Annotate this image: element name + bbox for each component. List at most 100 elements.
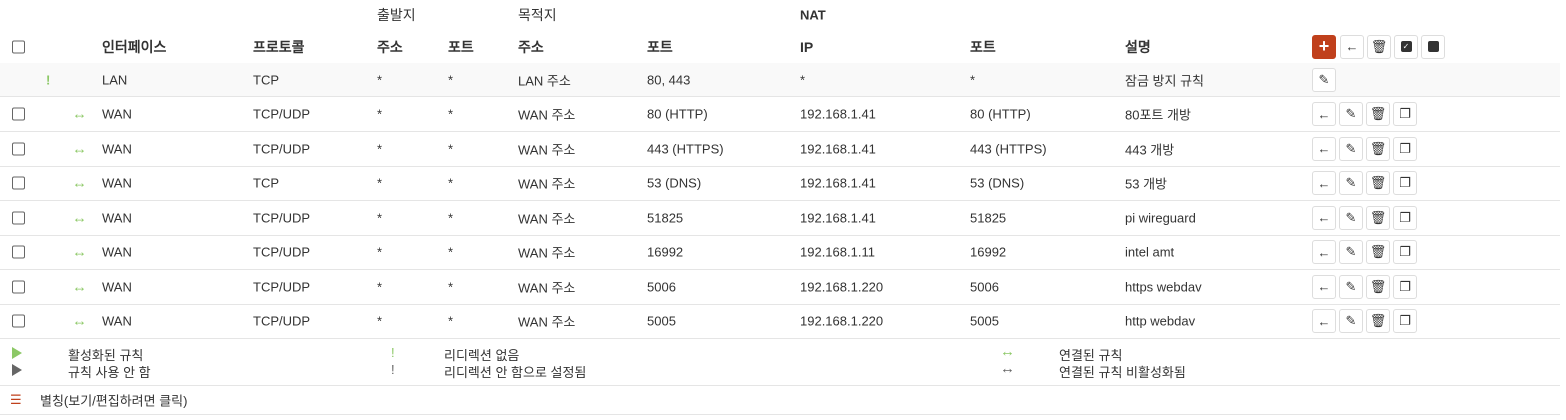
arrow-left-icon: ← [1317, 313, 1331, 329]
pencil-icon: ✎ [1345, 175, 1357, 190]
cell-description: intel amt [1125, 244, 1175, 260]
row-checkbox[interactable] [12, 245, 25, 259]
row-checkbox[interactable] [12, 107, 25, 121]
copy-icon: ❐ [1399, 140, 1411, 156]
linked-rule-icon: ↔ [72, 105, 87, 123]
copy-button[interactable]: ❐ [1393, 136, 1417, 161]
alias-row: ☰ 별칭(보기/편집하려면 클릭) [0, 386, 1560, 415]
delete-button[interactable]: 🗑 [1366, 136, 1390, 161]
cell-dst-addr: WAN 주소 [518, 245, 576, 261]
cell-dst-port: 51825 [647, 210, 684, 225]
edit-button[interactable]: ✎ [1339, 205, 1363, 230]
no-redirect-icon: ! [46, 72, 51, 87]
cell-dst-addr: WAN 주소 [518, 176, 576, 192]
edit-button[interactable]: ✎ [1312, 67, 1336, 92]
add-top-button[interactable]: ← [1340, 34, 1364, 59]
cell-protocol: TCP/UDP [253, 244, 311, 260]
copy-button[interactable]: ❐ [1393, 171, 1417, 195]
select-all-checkbox[interactable] [12, 40, 25, 53]
cell-nat-port: 51825 [970, 210, 1007, 225]
cell-src-port: * [448, 244, 454, 260]
cell-description: 잠금 방지 규칙 [1125, 73, 1204, 88]
linked-rule-icon: ↔ [72, 174, 87, 192]
cell-src-addr: * [377, 210, 383, 225]
alias-link[interactable]: 별칭(보기/편집하려면 클릭) [40, 393, 188, 409]
copy-button[interactable]: ❐ [1393, 205, 1417, 230]
cell-nat-port: 53 (DNS) [970, 175, 1025, 191]
enabled-rule-icon [12, 347, 22, 359]
row-checkbox[interactable] [12, 280, 25, 293]
linked-rule-icon: ↔ [72, 140, 87, 157]
linked-rule-icon: ↔ [72, 209, 87, 226]
row-checkbox[interactable] [12, 211, 25, 224]
legend-linked: 연결된 규칙 [1059, 348, 1123, 363]
pencil-icon: ✎ [1345, 244, 1357, 259]
edit-button[interactable]: ✎ [1339, 136, 1363, 161]
cell-interface: WAN [102, 106, 132, 122]
row-checkbox[interactable] [12, 314, 25, 328]
cell-nat-ip: 192.168.1.41 [800, 141, 876, 156]
move-button[interactable]: ← [1312, 136, 1336, 161]
legend: 활성화된 규칙 규칙 사용 안 함 ! ! 리디렉션 없음 리디렉션 안 함으로… [0, 339, 1560, 386]
delete-button[interactable]: 🗑 [1366, 102, 1390, 126]
move-button[interactable]: ← [1312, 102, 1336, 126]
cell-description: 80포트 개방 [1125, 107, 1191, 123]
edit-button[interactable]: ✎ [1339, 274, 1363, 299]
legend-linked-disabled: 연결된 규칙 비활성화됨 [1059, 365, 1186, 380]
cell-src-addr: * [377, 313, 383, 329]
row-checkbox[interactable] [12, 176, 25, 190]
delete-button[interactable]: 🗑 [1366, 309, 1390, 333]
cell-dst-port: 443 (HTTPS) [647, 141, 724, 156]
delete-button[interactable]: 🗑 [1366, 171, 1390, 195]
cell-nat-port: 16992 [970, 244, 1007, 260]
trash-icon: 🗑 [1369, 244, 1387, 259]
copy-icon: ❐ [1399, 313, 1411, 328]
nat-group-label: NAT [800, 7, 826, 23]
move-button[interactable]: ← [1312, 205, 1336, 230]
row-checkbox[interactable] [12, 142, 25, 155]
trash-icon: 🗑 [1369, 175, 1387, 190]
pencil-icon: ✎ [1345, 209, 1357, 225]
legend-enabled: 활성화된 규칙 [68, 348, 144, 363]
delete-button[interactable]: 🗑 [1366, 274, 1390, 299]
table-row: ↔ WAN TCP/UDP * * WAN 주소 80 (HTTP) 192.168.1.41… [0, 97, 1560, 132]
copy-button[interactable]: ❐ [1393, 274, 1417, 299]
move-button[interactable]: ← [1312, 240, 1336, 264]
move-button[interactable]: ← [1312, 171, 1336, 195]
cell-description: https webdav [1125, 279, 1202, 294]
disable-selected-button[interactable] [1421, 34, 1445, 59]
add-icon: + [1318, 36, 1330, 56]
add-button[interactable]: + [1312, 34, 1336, 59]
col-src-port: 포트 [448, 38, 474, 55]
pencil-icon: ✎ [1345, 140, 1357, 156]
header-group-row: 출발지 목적지 NAT [0, 0, 1560, 30]
copy-button[interactable]: ❐ [1393, 240, 1417, 264]
edit-button[interactable]: ✎ [1339, 171, 1363, 195]
trash-icon: 🗑 [1369, 106, 1387, 121]
cell-dst-addr: WAN 주소 [518, 107, 576, 123]
table-row: ↔ WAN TCP/UDP * * WAN 주소 5005 192.168.1.220 5005… [0, 304, 1560, 339]
cell-nat-ip: 192.168.1.41 [800, 210, 876, 225]
cell-description: 443 개방 [1125, 142, 1175, 157]
lan-antilockout-row: ! LAN TCP * * LAN 주소 80, 443 * * 잠금 방지 규… [0, 63, 1560, 97]
move-button[interactable]: ← [1312, 274, 1336, 299]
arrow-left-icon: ← [1345, 39, 1359, 54]
delete-button[interactable]: 🗑 [1366, 240, 1390, 264]
col-nat-port: 포트 [970, 38, 996, 55]
edit-button[interactable]: ✎ [1339, 309, 1363, 333]
move-button[interactable]: ← [1312, 309, 1336, 333]
arrow-left-icon: ← [1317, 210, 1331, 225]
cell-dst-addr: WAN 주소 [518, 142, 576, 157]
delete-button[interactable]: 🗑 [1366, 205, 1390, 230]
cell-src-addr: * [377, 141, 383, 156]
copy-icon: ❐ [1399, 175, 1411, 190]
edit-button[interactable]: ✎ [1339, 102, 1363, 126]
enable-selected-button[interactable]: ✓ [1394, 34, 1418, 59]
copy-button[interactable]: ❐ [1393, 102, 1417, 126]
cell-dst-port: 53 (DNS) [647, 175, 702, 191]
pencil-icon: ✎ [1345, 106, 1357, 121]
delete-selected-button[interactable]: 🗑 [1367, 34, 1391, 59]
copy-button[interactable]: ❐ [1393, 309, 1417, 333]
disabled-rule-icon [12, 364, 22, 376]
edit-button[interactable]: ✎ [1339, 240, 1363, 264]
